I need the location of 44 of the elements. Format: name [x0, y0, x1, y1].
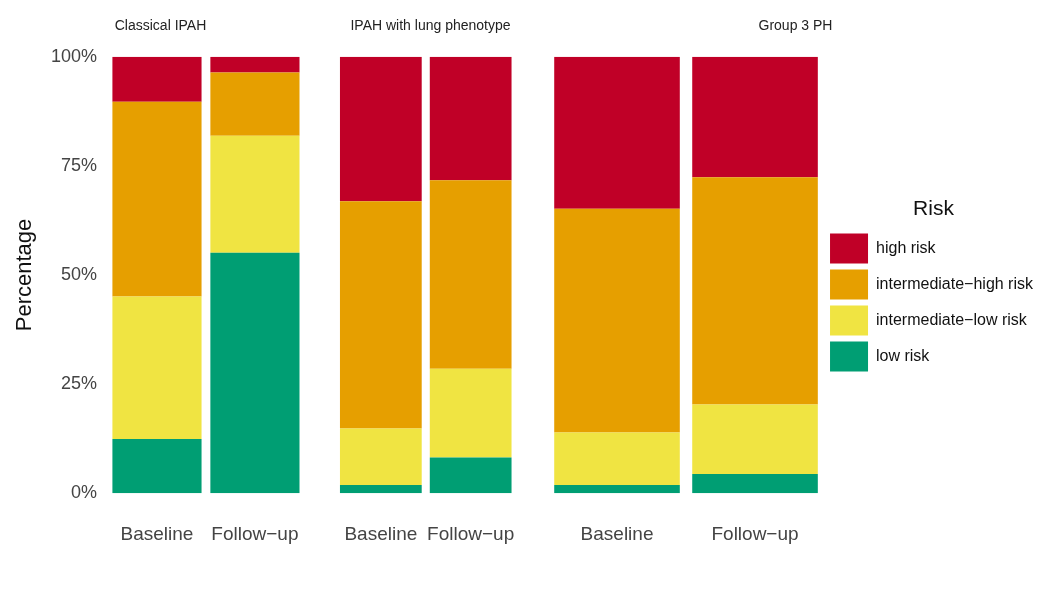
x-tick-label: Baseline [344, 522, 418, 544]
bar [339, 484, 422, 494]
chart-title: Classical IPAH [114, 17, 207, 34]
bar [554, 208, 680, 433]
legend-title: Risk [913, 195, 955, 219]
chart-title: IPAH with lung phenotype [350, 17, 511, 34]
bar [692, 177, 818, 405]
x-tick-label: Baseline [580, 522, 654, 544]
legend-label: intermediate−low risk [876, 311, 1028, 329]
chart-title: Group 3 PH [758, 17, 833, 34]
bar [112, 439, 202, 494]
bar [554, 484, 680, 494]
bar [112, 296, 202, 440]
bar [692, 56, 818, 178]
bar [210, 252, 300, 494]
bar [554, 56, 680, 209]
bar [112, 101, 202, 297]
bar [429, 180, 512, 369]
bar [339, 201, 422, 429]
y-tick-label: 75% [60, 154, 97, 175]
x-tick-label: Follow−up [711, 522, 799, 544]
bar [692, 474, 818, 494]
x-tick-label: Baseline [120, 522, 194, 544]
legend-label: low risk [876, 347, 931, 365]
bar [429, 56, 512, 181]
bar [112, 56, 202, 102]
y-tick-label: 100% [50, 45, 97, 66]
x-tick-label: Follow−up [211, 522, 299, 544]
y-axis-title: Percentage [11, 218, 37, 332]
legend-label: intermediate−high risk [876, 275, 1034, 293]
y-tick-label: 25% [60, 373, 97, 394]
bar [210, 56, 300, 73]
bar [210, 135, 300, 253]
y-tick-label: 50% [60, 263, 97, 284]
y-tick-label: 0% [70, 482, 97, 503]
bar [339, 56, 422, 202]
bar [692, 404, 818, 474]
x-tick-label: Follow−up [427, 522, 515, 544]
bar [210, 72, 300, 136]
legend-label: high risk [876, 239, 937, 257]
bar [429, 368, 512, 458]
bar [554, 432, 680, 485]
bar [429, 457, 512, 494]
bar [339, 428, 422, 485]
